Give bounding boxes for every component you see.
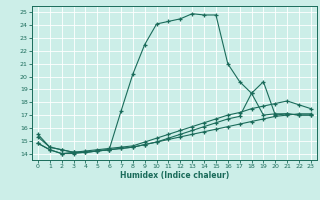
X-axis label: Humidex (Indice chaleur): Humidex (Indice chaleur): [120, 171, 229, 180]
